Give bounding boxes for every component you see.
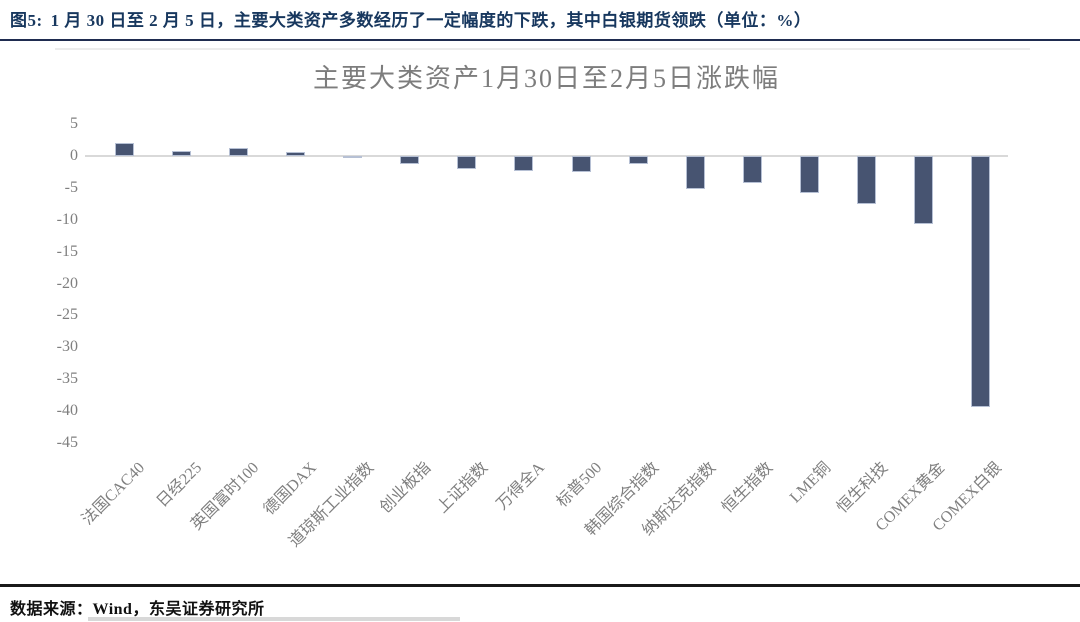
x-axis-label: 万得全A bbox=[494, 459, 549, 514]
y-axis-tick: -10 bbox=[56, 210, 78, 228]
chart-bar-道琼斯工业指数 bbox=[343, 155, 363, 159]
chart-bar-法国CAC40 bbox=[114, 143, 134, 156]
header-rule bbox=[0, 39, 1080, 41]
y-axis-tick: 5 bbox=[70, 115, 78, 132]
y-axis-tick: -40 bbox=[56, 402, 78, 420]
y-axis-tick: -35 bbox=[56, 370, 78, 388]
bottom-divider bbox=[88, 617, 460, 621]
data-source: 数据来源：Wind，东吴证券研究所 bbox=[10, 601, 265, 618]
chart-bar-纳斯达克指数 bbox=[685, 155, 705, 190]
y-axis-tick: -45 bbox=[56, 434, 78, 451]
chart-bar-日经225 bbox=[171, 151, 191, 156]
figure-title: 1 月 30 日至 2 月 5 日，主要大类资产多数经历了一定幅度的下跌，其中白… bbox=[50, 11, 812, 30]
source-rule bbox=[0, 584, 1080, 587]
y-axis-tick: -15 bbox=[56, 242, 78, 260]
chart-bar-恒生指数 bbox=[742, 155, 762, 183]
figure-header: 图5: 1 月 30 日至 2 月 5 日，主要大类资产多数经历了一定幅度的下跌，… bbox=[10, 6, 1074, 31]
chart-bar-韩国综合指数 bbox=[628, 155, 648, 165]
x-axis-label: 创业板指 bbox=[376, 459, 434, 517]
chart-bar-COMEX黄金 bbox=[914, 155, 934, 224]
x-axis-label: 恒生指数 bbox=[719, 459, 777, 517]
y-axis-tick: -25 bbox=[56, 306, 78, 324]
chart-top-edge bbox=[55, 48, 1030, 50]
chart-bar-恒生科技 bbox=[857, 155, 877, 204]
chart-bar-COMEX白银 bbox=[971, 155, 991, 408]
chart-bar-LME铜 bbox=[800, 155, 820, 193]
chart-bar-英国富时100 bbox=[228, 148, 248, 156]
zero-line bbox=[85, 154, 1008, 157]
y-axis-tick: -30 bbox=[56, 338, 78, 356]
chart-bar-德国DAX bbox=[285, 152, 305, 156]
y-axis-tick: 0 bbox=[70, 146, 78, 164]
chart-bar-创业板指 bbox=[400, 155, 420, 165]
y-axis-tick: -5 bbox=[64, 178, 78, 196]
x-axis-label: 法国CAC40 bbox=[79, 459, 149, 529]
x-axis-label: LME铜 bbox=[786, 459, 834, 507]
chart-bar-万得全A bbox=[514, 155, 534, 171]
chart-bar-标普500 bbox=[571, 155, 591, 172]
x-axis-label: 上证指数 bbox=[433, 459, 492, 517]
chart-bar-上证指数 bbox=[457, 155, 477, 170]
chart-title: 主要大类资产1月30日至2月5日涨跌幅 bbox=[312, 64, 780, 93]
y-axis-tick: -20 bbox=[56, 274, 78, 292]
figure-number: 图5: bbox=[10, 11, 43, 30]
